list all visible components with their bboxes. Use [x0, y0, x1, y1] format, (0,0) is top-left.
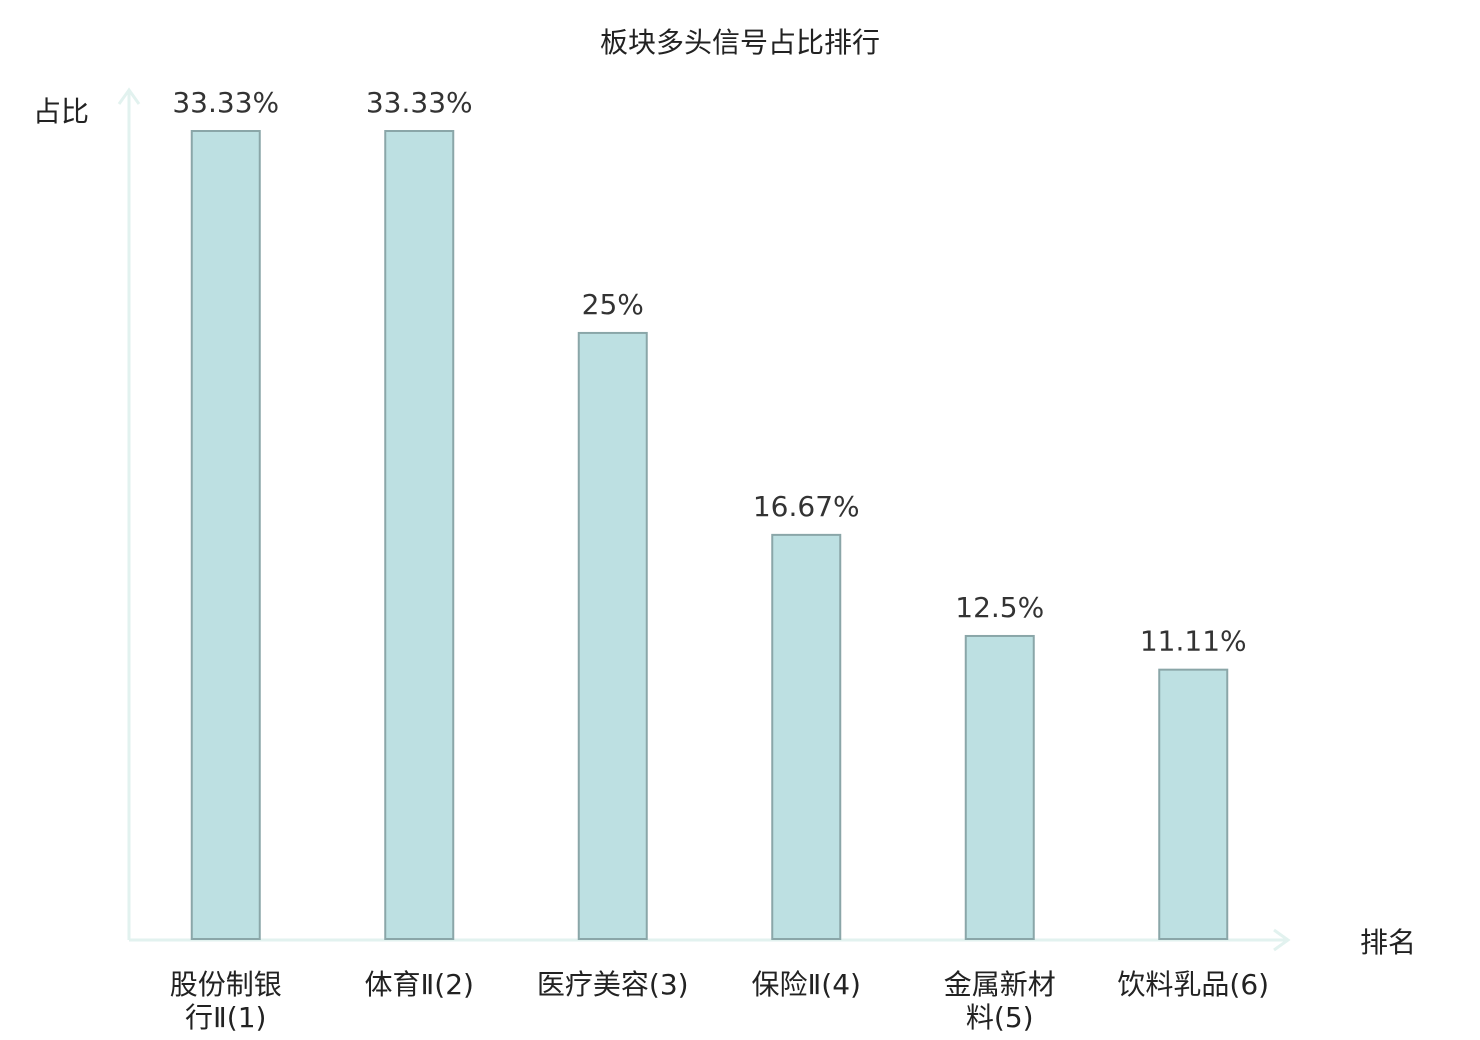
- y-axis-label: 占比: [33, 95, 89, 128]
- bars-group: [190, 130, 1229, 941]
- x-axis-label: 排名: [1360, 926, 1416, 959]
- y-axis: [117, 87, 141, 940]
- tick-label-4: 保险Ⅱ(4): [752, 968, 861, 1001]
- y-axis-arrow: [117, 87, 141, 105]
- tick-label-5-line-2: 料(5): [966, 1001, 1034, 1034]
- bar-3: [577, 331, 648, 940]
- bar-4: [771, 533, 842, 940]
- bar-1: [190, 130, 261, 940]
- x-axis: [129, 928, 1291, 952]
- tick-label-1-line-1: 股份制银: [170, 968, 282, 1001]
- tick-label-1-line-2: 行Ⅱ(1): [185, 1001, 266, 1034]
- value-label-3: 25%: [582, 288, 644, 321]
- bar-5: [964, 634, 1035, 941]
- chart-title: 板块多头信号占比排行: [600, 26, 880, 59]
- bar-6: [1158, 668, 1229, 941]
- tick-label-5-line-1: 金属新材: [944, 968, 1056, 1001]
- value-label-1: 33.33%: [172, 86, 279, 119]
- value-labels-group: 33.33% 33.33% 25% 16.67% 12.5% 11.11%: [172, 86, 1246, 658]
- value-label-5: 12.5%: [955, 591, 1044, 624]
- tick-label-2: 体育Ⅱ(2): [365, 968, 474, 1001]
- bar-2: [384, 130, 455, 940]
- tick-label-3: 医疗美容(3): [537, 968, 689, 1001]
- x-axis-arrow: [1273, 928, 1291, 952]
- value-label-4: 16.67%: [753, 490, 860, 523]
- value-label-6: 11.11%: [1140, 625, 1247, 658]
- value-label-2: 33.33%: [366, 86, 473, 119]
- tick-label-6: 饮料乳品(6): [1117, 968, 1269, 1001]
